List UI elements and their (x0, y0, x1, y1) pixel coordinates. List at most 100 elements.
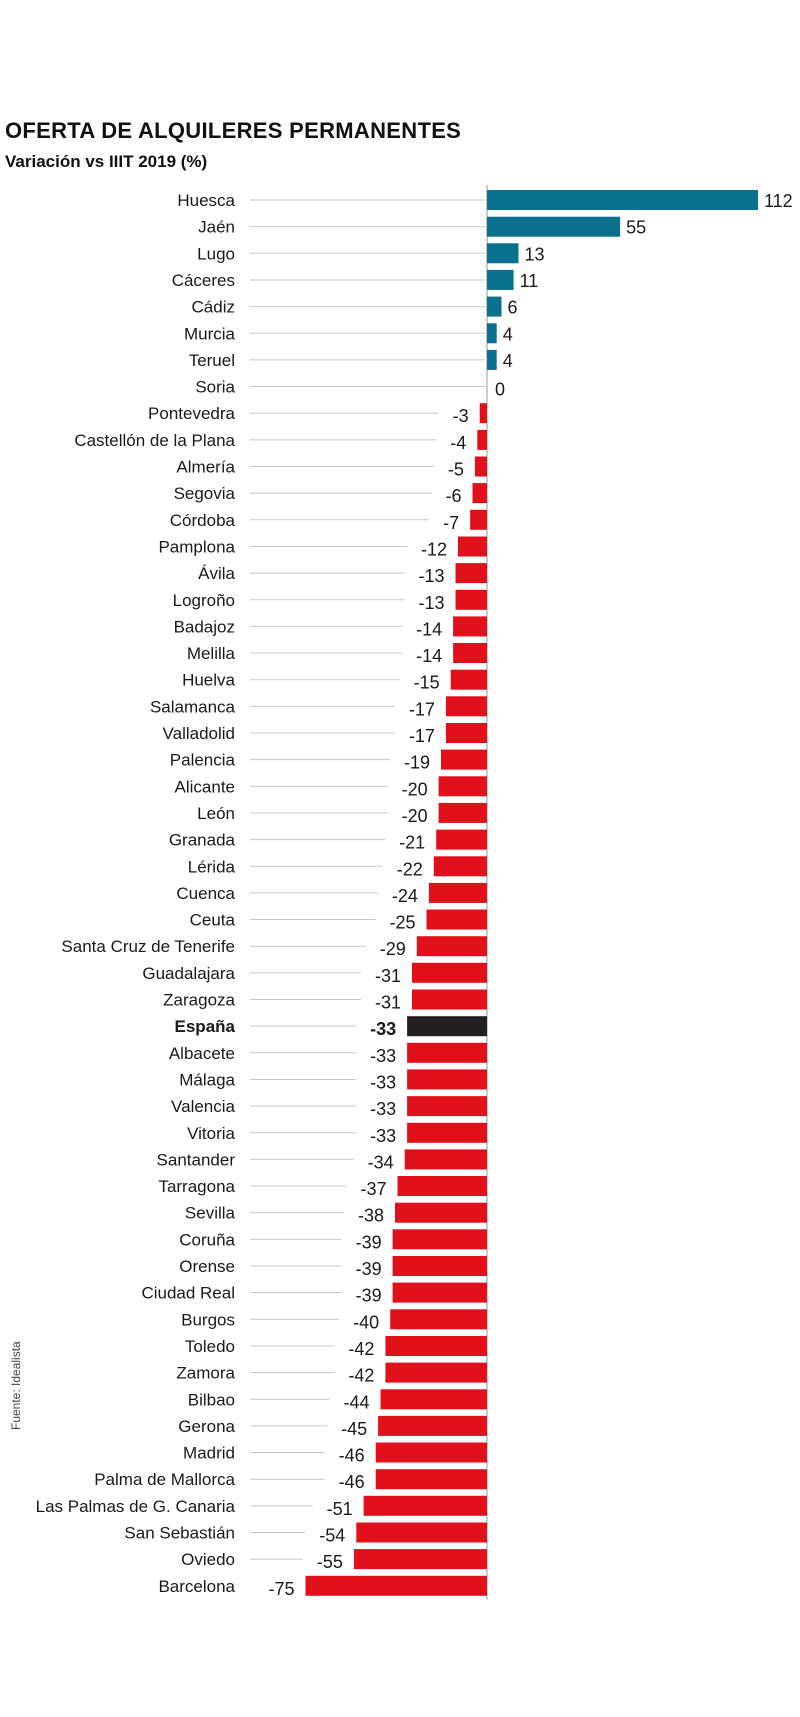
category-label: Zamora (176, 1364, 235, 1383)
value-label: -37 (360, 1179, 386, 1199)
category-label: Ávila (198, 564, 235, 583)
value-label: -20 (402, 806, 428, 826)
category-label: Guadalajara (142, 964, 235, 983)
value-label: -22 (397, 859, 423, 879)
category-label: Segovia (174, 484, 236, 503)
value-label: -45 (341, 1419, 367, 1439)
value-label: -33 (370, 1099, 396, 1119)
value-label: -14 (416, 619, 442, 639)
bar (455, 563, 487, 584)
value-label: 4 (503, 324, 513, 344)
bar (438, 802, 487, 823)
value-label: -51 (327, 1499, 353, 1519)
category-label: Coruña (179, 1230, 235, 1249)
category-label: Oviedo (181, 1550, 235, 1569)
bar (353, 1549, 487, 1570)
category-label: Lugo (197, 244, 235, 263)
category-label: Melilla (187, 644, 236, 663)
value-label: -55 (317, 1552, 343, 1572)
bar (445, 723, 487, 743)
bar (487, 190, 758, 210)
value-label: -39 (356, 1286, 382, 1306)
category-label: Ciudad Real (141, 1284, 235, 1303)
category-label: Huelva (182, 671, 235, 690)
bar (395, 1202, 487, 1223)
bar (428, 882, 487, 903)
category-label: Granada (169, 831, 236, 850)
category-label: Madrid (183, 1444, 235, 1463)
value-label: -39 (356, 1259, 382, 1279)
bar (392, 1229, 487, 1250)
category-label: Pamplona (158, 537, 235, 556)
category-label: Burgos (181, 1310, 235, 1329)
bar (397, 1176, 487, 1196)
bar (487, 269, 514, 290)
value-label: -75 (268, 1579, 294, 1599)
category-label: Cádiz (192, 298, 235, 317)
value-label: 4 (503, 351, 513, 371)
category-label: Sevilla (185, 1204, 236, 1223)
value-label: -33 (370, 1072, 396, 1092)
category-label: Salamanca (150, 697, 236, 716)
bar (375, 1442, 487, 1463)
bar (487, 243, 519, 264)
value-label: -20 (402, 779, 428, 799)
category-label: Palencia (170, 751, 236, 770)
category-label: Gerona (178, 1417, 235, 1436)
category-label: Lérida (188, 857, 236, 876)
value-label: -39 (356, 1232, 382, 1252)
bar (433, 856, 487, 877)
bar (438, 776, 487, 797)
category-label: Pontevedra (148, 404, 235, 423)
category-label: Ceuta (190, 911, 236, 930)
value-label: -19 (404, 753, 430, 773)
bar (378, 1415, 487, 1436)
value-label: -33 (370, 1019, 396, 1039)
value-label: -31 (375, 966, 401, 986)
value-label: -40 (353, 1312, 379, 1332)
bar (487, 296, 502, 317)
bar (416, 936, 487, 957)
bar (390, 1309, 487, 1330)
bar (441, 749, 487, 770)
value-label: -7 (443, 513, 459, 533)
category-label: Cáceres (172, 271, 235, 290)
category-label: León (197, 804, 235, 823)
category-label: Teruel (189, 351, 235, 370)
bar (474, 456, 487, 477)
category-label: Córdoba (170, 511, 236, 530)
value-label: 112 (764, 191, 793, 211)
category-label: Castellón de la Plana (74, 431, 235, 450)
category-label: San Sebastián (124, 1524, 235, 1543)
category-label: Orense (179, 1257, 235, 1276)
value-label: -54 (319, 1526, 345, 1546)
category-label: Alicante (175, 777, 235, 796)
category-label: Murcia (184, 324, 236, 343)
category-label: Logroño (173, 591, 235, 610)
bar (412, 989, 487, 1010)
value-label: -17 (409, 699, 435, 719)
category-label: Jaén (198, 218, 235, 237)
bar (458, 536, 487, 557)
bar (470, 509, 487, 530)
category-label: Cuenca (176, 884, 235, 903)
bar (426, 909, 487, 930)
value-label: -14 (416, 646, 442, 666)
bar (385, 1336, 487, 1356)
value-label: -12 (421, 540, 447, 560)
bar (487, 216, 621, 237)
value-label: -46 (339, 1472, 365, 1492)
bar (453, 643, 487, 663)
value-label: 0 (495, 380, 505, 400)
bar (412, 962, 487, 983)
value-label: -4 (450, 433, 466, 453)
bar (404, 1149, 487, 1170)
category-label: Santa Cruz de Tenerife (61, 937, 235, 956)
bar (356, 1522, 487, 1543)
value-label: -21 (399, 833, 425, 853)
bar (407, 1016, 487, 1037)
bar (385, 1362, 487, 1383)
category-label: Badajoz (174, 617, 235, 636)
value-label: -25 (389, 913, 415, 933)
